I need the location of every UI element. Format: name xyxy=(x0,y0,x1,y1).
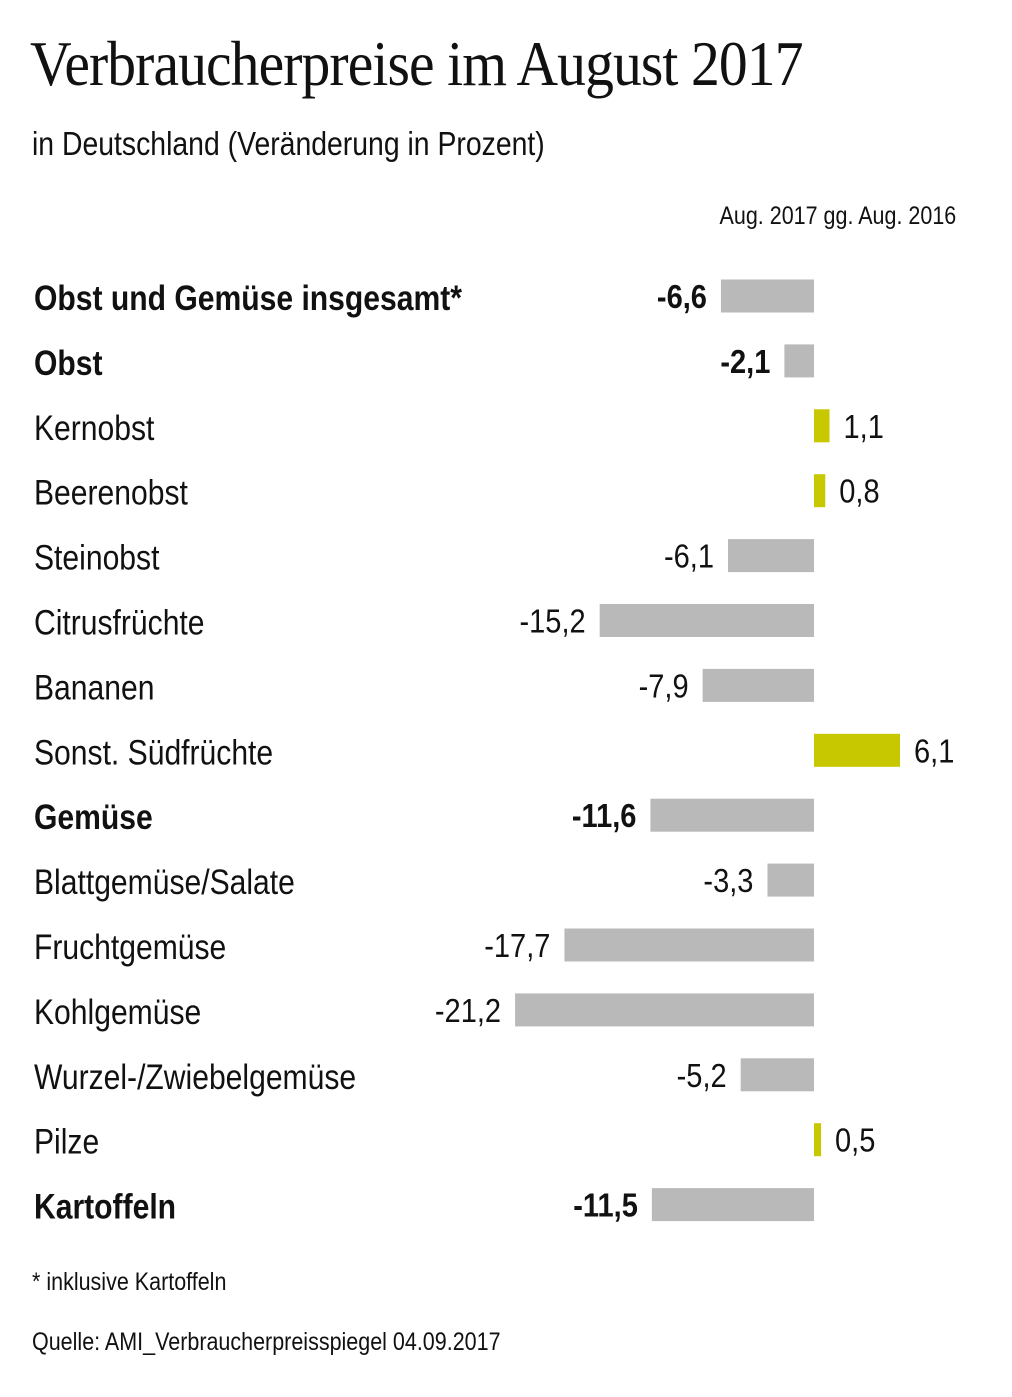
bar xyxy=(814,409,830,443)
bar xyxy=(767,863,814,897)
bar xyxy=(784,344,814,378)
value-label: -6,1 xyxy=(664,538,714,575)
bar xyxy=(650,798,814,832)
category-label: Blattgemüse/Salate xyxy=(34,862,295,902)
value-label: -6,6 xyxy=(657,278,707,315)
chart-subtitle: in Deutschland (Veränderung in Prozent) xyxy=(32,125,545,162)
category-label: Bananen xyxy=(34,667,154,707)
value-label: -11,6 xyxy=(572,797,637,834)
bar xyxy=(720,279,814,313)
footnote: * inklusive Kartoffeln xyxy=(32,1268,227,1296)
category-label: Beerenobst xyxy=(34,473,188,513)
value-label: -15,2 xyxy=(519,603,585,640)
category-label: Kohlgemüse xyxy=(34,992,201,1032)
value-label: -7,9 xyxy=(639,668,689,705)
bar xyxy=(515,993,814,1027)
series-label: Aug. 2017 gg. Aug. 2016 xyxy=(719,202,956,230)
value-label: 0,5 xyxy=(835,1122,875,1159)
bar xyxy=(814,1123,822,1157)
category-label: Gemüse xyxy=(34,797,153,837)
category-label: Citrusfrüchte xyxy=(34,602,205,642)
value-label: -2,1 xyxy=(720,343,770,380)
category-label: Sonst. Südfrüchte xyxy=(34,732,273,772)
bar xyxy=(814,474,826,508)
category-label: Kernobst xyxy=(34,408,154,448)
bar xyxy=(814,733,901,767)
category-label: Fruchtgemüse xyxy=(34,927,226,967)
value-label: 6,1 xyxy=(914,733,954,770)
category-label: Steinobst xyxy=(34,537,159,577)
value-label: 1,1 xyxy=(844,408,884,445)
category-label: Obst xyxy=(34,343,103,383)
value-label: -5,2 xyxy=(677,1057,727,1094)
bar xyxy=(599,604,814,637)
source-note: Quelle: AMI_Verbraucherpreisspiegel 04.0… xyxy=(32,1328,501,1356)
value-label: -3,3 xyxy=(703,862,753,899)
value-label: -11,5 xyxy=(573,1187,638,1224)
category-label: Wurzel-/Zwiebelgemüse xyxy=(34,1057,356,1097)
chart-title: Verbraucherpreise im August 2017 xyxy=(30,28,803,99)
bar xyxy=(564,928,814,962)
category-label: Obst und Gemüse insgesamt* xyxy=(34,278,462,318)
value-label: 0,8 xyxy=(839,473,879,510)
bar xyxy=(740,1058,814,1092)
value-label: -21,2 xyxy=(435,992,501,1029)
bar xyxy=(727,539,814,573)
bar xyxy=(651,1188,814,1222)
value-label: -17,7 xyxy=(484,927,550,964)
category-label: Kartoffeln xyxy=(34,1186,176,1226)
bar xyxy=(702,668,814,702)
category-label: Pilze xyxy=(34,1122,99,1162)
